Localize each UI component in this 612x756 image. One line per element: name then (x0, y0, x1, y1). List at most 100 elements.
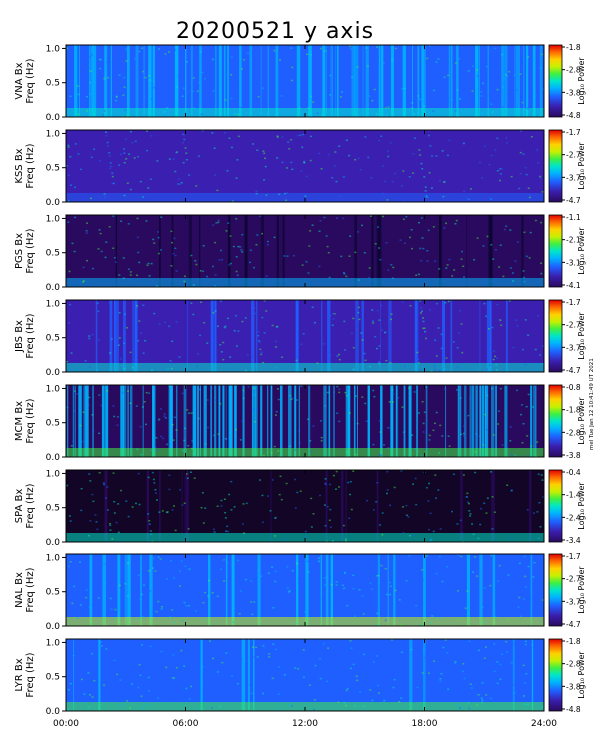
panel-speckle (230, 56, 233, 58)
panel-stripe (530, 385, 533, 457)
panel-speckle (394, 589, 397, 592)
panel-speckle (152, 238, 155, 241)
panel-speckle (481, 699, 484, 701)
panel-speckle (447, 435, 450, 437)
panel-speckle (119, 679, 122, 681)
panel-speckle (193, 107, 196, 109)
panel-speckle (386, 470, 389, 473)
panel-stripe (457, 385, 459, 457)
colorbar-tick-label: -1.8 (566, 43, 581, 52)
panel-stripe (92, 385, 94, 457)
panel-speckle (342, 524, 345, 527)
panel-speckle (357, 231, 360, 233)
colorbar-tick-label: -0.4 (566, 468, 581, 477)
panel-speckle (295, 562, 298, 565)
panel-speckle (490, 103, 493, 105)
panel-stripe (463, 385, 467, 457)
panel-stripe (504, 385, 508, 457)
panel-speckle (467, 502, 470, 505)
panel-speckle (407, 516, 410, 518)
panel-stripe (113, 300, 117, 372)
panel-speckle (216, 595, 219, 598)
panel-speckle (237, 113, 240, 116)
panel-speckle (186, 477, 189, 480)
panel-stripe (491, 470, 495, 542)
panel-speckle (127, 390, 130, 392)
panel-speckle (115, 521, 118, 524)
panel-speckle (447, 74, 450, 77)
low-frequency-band (66, 617, 544, 626)
panel-stripe (72, 385, 75, 457)
panel-speckle (403, 242, 406, 245)
panel-stripe (336, 45, 339, 117)
panel-speckle (206, 342, 209, 344)
panel-speckle (365, 420, 368, 423)
panel-stripe (159, 215, 161, 287)
panel-speckle (485, 315, 488, 318)
panel-speckle (381, 215, 384, 218)
panel-stripe (231, 554, 235, 626)
panel-speckle (196, 90, 199, 92)
panel-speckle (220, 351, 223, 353)
panel-speckle (150, 369, 153, 371)
panel-speckle (276, 135, 279, 137)
panel-speckle (316, 112, 319, 114)
panel-speckle (147, 262, 150, 265)
panel-speckle (420, 162, 423, 165)
panel-speckle (418, 149, 421, 151)
panel-speckle (316, 362, 319, 364)
panel-speckle (192, 77, 195, 79)
panel-speckle (260, 353, 263, 356)
panel-speckle (332, 474, 335, 477)
panel-speckle (422, 578, 425, 581)
panel-speckle (218, 259, 221, 261)
panel-speckle (333, 165, 336, 167)
panel-speckle (253, 394, 256, 396)
panel-speckle (420, 260, 423, 262)
panel-speckle (144, 339, 147, 342)
panel-speckle (329, 354, 332, 356)
panel-texture (66, 385, 544, 457)
panel-speckle (536, 441, 539, 443)
panel-speckle (311, 224, 314, 226)
panel-speckle (81, 440, 84, 443)
panel-speckle (368, 365, 371, 368)
panel-speckle (165, 107, 168, 109)
panel-stripe (466, 215, 468, 287)
panel-speckle (283, 674, 286, 676)
panel-stripe (102, 554, 107, 626)
panel-speckle (82, 266, 85, 269)
panel-stripe (210, 300, 214, 372)
panel-speckle (214, 310, 217, 312)
panel-speckle (349, 667, 352, 670)
panel-speckle (447, 300, 450, 303)
y-tick-label: 0.0 (46, 622, 61, 632)
panel-speckle (467, 70, 470, 72)
panel-speckle (438, 179, 441, 182)
panel-speckle (95, 586, 98, 589)
panel-speckle (145, 423, 148, 426)
panel-speckle (122, 94, 125, 97)
panel-speckle (427, 672, 430, 675)
panel-speckle (114, 99, 117, 102)
panel-speckle (305, 261, 308, 263)
panel-speckle (77, 153, 80, 155)
panel-speckle (300, 343, 303, 345)
panel-speckle (242, 397, 245, 400)
panel-speckle (379, 524, 382, 526)
panel-speckle (211, 592, 214, 594)
panel-stripe (105, 385, 108, 457)
panel-stripe (521, 215, 524, 287)
panel-speckle (193, 477, 196, 479)
panel-speckle (264, 98, 267, 101)
panel-speckle (281, 356, 284, 358)
panel-stripe (388, 300, 392, 372)
panel-stripe (104, 45, 108, 117)
panel-speckle (312, 101, 315, 103)
panel-speckle (180, 182, 183, 184)
panel-stripe (228, 385, 232, 457)
panel-speckle (226, 170, 229, 172)
panel-speckle (483, 302, 486, 305)
panel-speckle (150, 98, 153, 100)
panel-speckle (512, 346, 515, 349)
